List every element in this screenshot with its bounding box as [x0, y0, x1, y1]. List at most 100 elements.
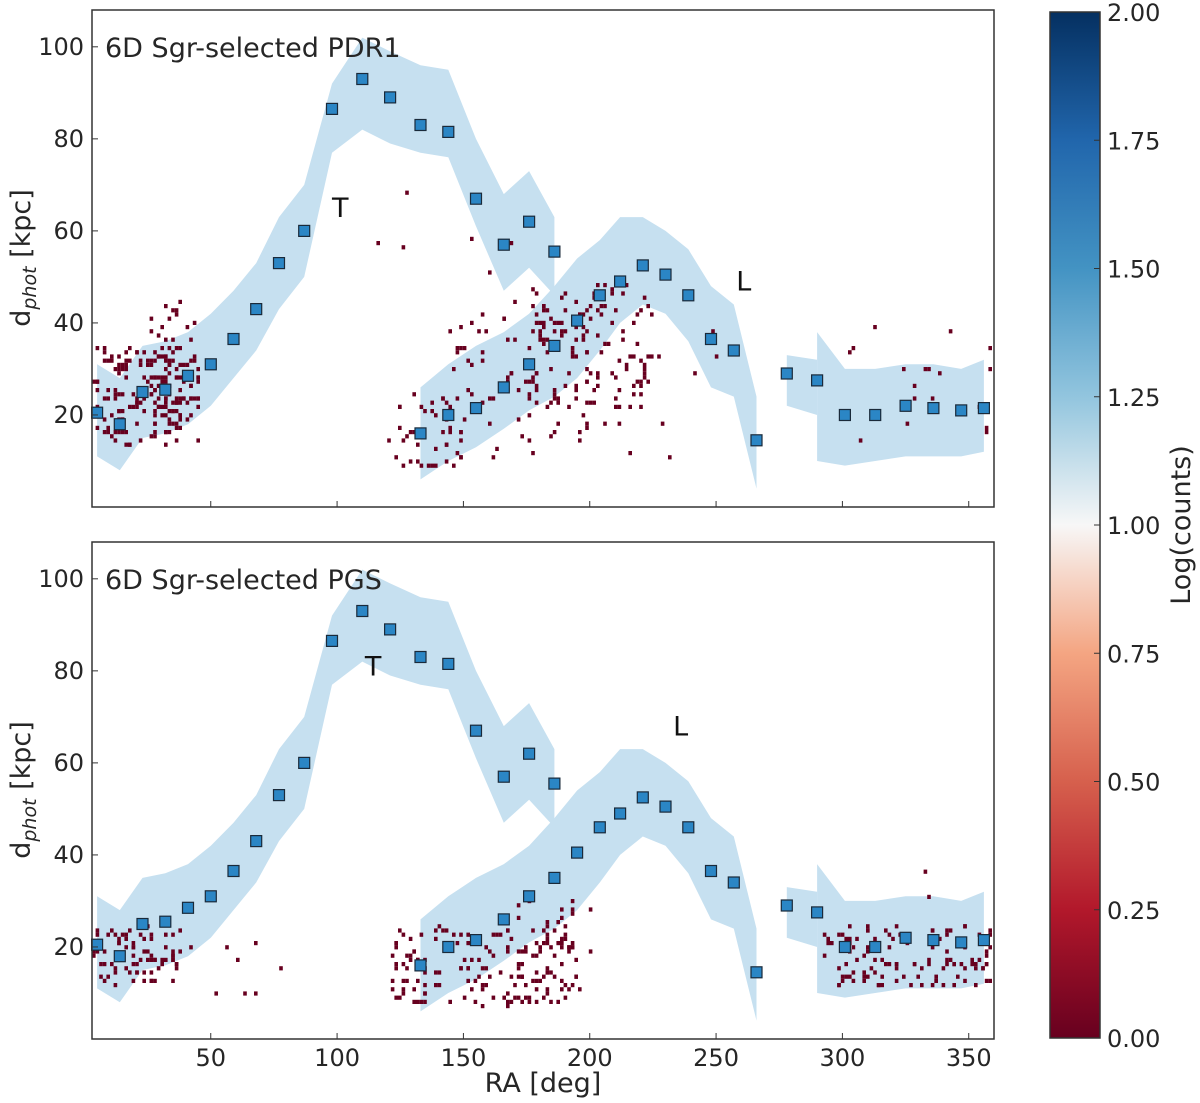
density-cell [146, 379, 150, 384]
density-cell [873, 957, 877, 962]
density-cell [408, 459, 413, 464]
y-axis-label-top: dphot [kpc] [6, 189, 41, 327]
density-cell [934, 978, 938, 983]
density-cell [974, 983, 978, 988]
density-cell [542, 974, 546, 979]
density-cell [524, 995, 528, 1000]
density-cell [164, 430, 168, 435]
density-cell [934, 974, 938, 979]
density-cell [117, 392, 121, 397]
density-cell [927, 957, 931, 962]
density-cell [124, 430, 128, 435]
density-cell [596, 383, 600, 388]
density-cell [459, 932, 463, 937]
density-cell [862, 970, 866, 975]
density-cell [837, 983, 841, 988]
density-cell [567, 987, 571, 992]
annotation-label: T [331, 193, 349, 224]
density-cell [164, 367, 168, 372]
density-cell [822, 953, 827, 958]
density-cell [506, 1004, 510, 1009]
density-cell [120, 367, 125, 372]
density-cell [416, 459, 420, 464]
density-cell [563, 983, 568, 988]
data-marker [181, 901, 195, 914]
density-cell [516, 949, 521, 954]
density-cell [621, 337, 625, 342]
y-tick-label: 20 [53, 933, 84, 961]
density-cell [822, 932, 827, 937]
density-cell [452, 367, 456, 372]
density-cell [560, 962, 564, 967]
density-cell [142, 350, 146, 355]
data-marker [442, 657, 455, 671]
density-cell [146, 362, 150, 367]
density-cell [171, 949, 175, 954]
density-cell [138, 400, 143, 405]
density-cell [574, 383, 578, 388]
density-cell [171, 957, 175, 962]
density-cell [488, 396, 492, 401]
y-tick-label: 20 [53, 401, 84, 429]
density-cell [437, 970, 442, 975]
density-cell [592, 388, 596, 393]
annotation-layer: TL [331, 193, 751, 298]
density-cell [110, 434, 114, 439]
density-cell [534, 400, 539, 405]
density-cell [254, 991, 258, 996]
density-cell [142, 409, 146, 414]
density-cell [826, 941, 830, 946]
density-cell [520, 434, 524, 439]
density-cell [513, 337, 517, 342]
density-cell [160, 379, 164, 384]
density-cell [156, 333, 161, 338]
density-cell [851, 945, 856, 950]
density-cell [171, 409, 175, 414]
density-cell [534, 999, 539, 1004]
data-marker [272, 788, 286, 802]
density-cell [905, 421, 910, 426]
data-marker [414, 427, 427, 440]
density-cell [131, 953, 136, 958]
density-cell [552, 392, 557, 397]
density-cell [110, 413, 114, 418]
density-cell [102, 350, 107, 355]
density-cell [585, 329, 589, 334]
data-marker [522, 890, 536, 903]
density-cell [520, 974, 524, 979]
density-cell [174, 438, 179, 443]
density-cell [167, 417, 172, 422]
colorbar-label: Log(counts) [1166, 445, 1197, 605]
density-cell [538, 945, 542, 950]
density-cell [178, 346, 182, 351]
density-cell [138, 438, 143, 443]
density-cell [196, 438, 200, 443]
density-cell [491, 455, 496, 460]
colorbar-tick-label: 1.75 [1107, 127, 1160, 155]
density-cell [603, 421, 607, 426]
density-cell [560, 945, 564, 950]
density-cell [434, 463, 438, 468]
density-cell [455, 350, 460, 355]
density-cell [527, 995, 532, 1000]
density-cell [430, 409, 434, 414]
density-cell [549, 434, 553, 439]
density-cell [556, 320, 560, 325]
density-cell [423, 409, 427, 414]
density-cell [588, 400, 593, 405]
density-cell [470, 236, 474, 241]
density-cell [988, 932, 992, 937]
data-marker [325, 634, 339, 648]
density-cell [509, 974, 514, 979]
density-cell [639, 308, 643, 313]
density-cell [174, 346, 179, 351]
density-cell [592, 400, 596, 405]
density-cell [138, 362, 143, 367]
data-marker [227, 332, 240, 346]
density-cell [448, 425, 452, 430]
density-cell [142, 970, 146, 975]
density-cell [135, 421, 139, 426]
density-cell [855, 957, 859, 962]
density-cell [524, 949, 528, 954]
data-marker [414, 118, 427, 132]
